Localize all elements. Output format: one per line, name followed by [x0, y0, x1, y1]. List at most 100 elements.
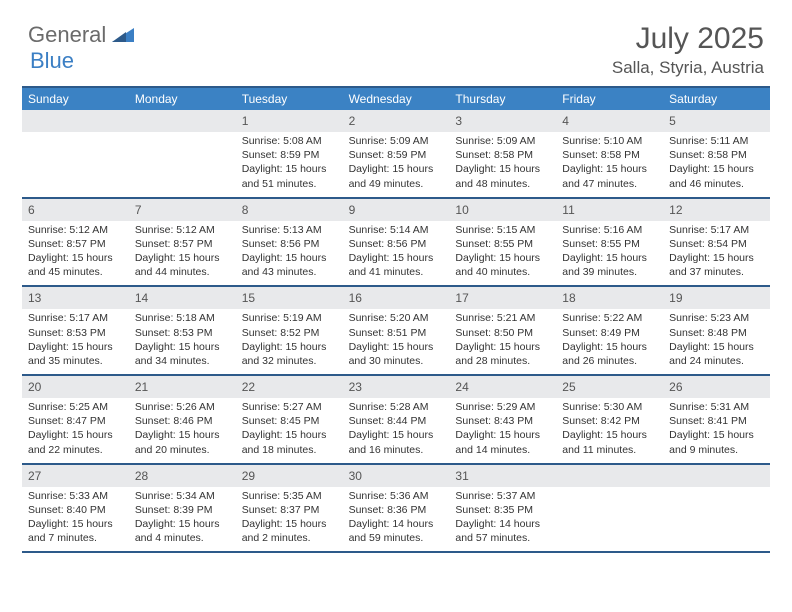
day-content: Sunrise: 5:21 AMSunset: 8:50 PMDaylight:…: [449, 309, 556, 374]
sunset-text: Sunset: 8:57 PM: [135, 237, 230, 251]
day-number-row: 21: [129, 376, 236, 398]
week-row: 6Sunrise: 5:12 AMSunset: 8:57 PMDaylight…: [22, 199, 770, 288]
weekday-header: Monday: [129, 88, 236, 110]
day-number: 22: [242, 380, 255, 394]
sunset-text: Sunset: 8:58 PM: [562, 148, 657, 162]
day-number-row: 31: [449, 465, 556, 487]
day-number-row: [22, 110, 129, 132]
sunset-text: Sunset: 8:37 PM: [242, 503, 337, 517]
sunrise-text: Sunrise: 5:12 AM: [28, 223, 123, 237]
weekday-header: Tuesday: [236, 88, 343, 110]
day-content: Sunrise: 5:30 AMSunset: 8:42 PMDaylight:…: [556, 398, 663, 463]
day-number: 1: [242, 114, 249, 128]
day-number: 26: [669, 380, 682, 394]
sunset-text: Sunset: 8:40 PM: [28, 503, 123, 517]
daylight-text: Daylight: 15 hours and 22 minutes.: [28, 428, 123, 456]
day-number-row: 20: [22, 376, 129, 398]
day-content: Sunrise: 5:11 AMSunset: 8:58 PMDaylight:…: [663, 132, 770, 197]
day-cell: 25 Sunrise: 5:30 AMSunset: 8:42 PMDayligh…: [556, 376, 663, 463]
sunrise-text: Sunrise: 5:25 AM: [28, 400, 123, 414]
weekday-header: Thursday: [449, 88, 556, 110]
sunrise-text: Sunrise: 5:19 AM: [242, 311, 337, 325]
daylight-text: Daylight: 15 hours and 14 minutes.: [455, 428, 550, 456]
daylight-text: Daylight: 15 hours and 51 minutes.: [242, 162, 337, 190]
day-number-row: 14: [129, 287, 236, 309]
week-row: 13 Sunrise: 5:17 AMSunset: 8:53 PMDayligh…: [22, 287, 770, 376]
header: General July 2025 Salla, Styria, Austria: [0, 0, 792, 86]
day-number-row: [556, 465, 663, 487]
daylight-text: Daylight: 15 hours and 45 minutes.: [28, 251, 123, 279]
daylight-text: Daylight: 15 hours and 35 minutes.: [28, 340, 123, 368]
day-content: Sunrise: 5:34 AMSunset: 8:39 PMDaylight:…: [129, 487, 236, 552]
location-subtitle: Salla, Styria, Austria: [612, 58, 764, 78]
day-content: Sunrise: 5:36 AMSunset: 8:36 PMDaylight:…: [343, 487, 450, 552]
day-cell: 13 Sunrise: 5:17 AMSunset: 8:53 PMDayligh…: [22, 287, 129, 374]
daylight-text: Daylight: 15 hours and 30 minutes.: [349, 340, 444, 368]
day-cell: 28 Sunrise: 5:34 AMSunset: 8:39 PMDayligh…: [129, 465, 236, 552]
day-number: 18: [562, 291, 575, 305]
day-number-row: 16: [343, 287, 450, 309]
day-content: Sunrise: 5:10 AMSunset: 8:58 PMDaylight:…: [556, 132, 663, 197]
day-number-row: 8: [236, 199, 343, 221]
calendar: Sunday Monday Tuesday Wednesday Thursday…: [0, 86, 792, 563]
day-number-row: 4: [556, 110, 663, 132]
day-number-row: 5: [663, 110, 770, 132]
daylight-text: Daylight: 15 hours and 49 minutes.: [349, 162, 444, 190]
sunrise-text: Sunrise: 5:35 AM: [242, 489, 337, 503]
day-number: 15: [242, 291, 255, 305]
sunrise-text: Sunrise: 5:18 AM: [135, 311, 230, 325]
daylight-text: Daylight: 15 hours and 46 minutes.: [669, 162, 764, 190]
sunset-text: Sunset: 8:36 PM: [349, 503, 444, 517]
weeks-container: 1Sunrise: 5:08 AMSunset: 8:59 PMDaylight…: [22, 110, 770, 553]
day-number: 21: [135, 380, 148, 394]
day-cell: 27Sunrise: 5:33 AMSunset: 8:40 PMDayligh…: [22, 465, 129, 552]
logo-triangle-icon: [112, 24, 134, 47]
sunrise-text: Sunrise: 5:36 AM: [349, 489, 444, 503]
sunrise-text: Sunrise: 5:14 AM: [349, 223, 444, 237]
sunset-text: Sunset: 8:44 PM: [349, 414, 444, 428]
sunrise-text: Sunrise: 5:27 AM: [242, 400, 337, 414]
day-number-row: 28: [129, 465, 236, 487]
logo-text-blue-wrap: Blue: [30, 48, 74, 74]
day-number: 11: [562, 203, 574, 217]
day-cell: 30 Sunrise: 5:36 AMSunset: 8:36 PMDayligh…: [343, 465, 450, 552]
day-content: Sunrise: 5:17 AMSunset: 8:53 PMDaylight:…: [22, 309, 129, 374]
day-number-row: 22: [236, 376, 343, 398]
day-content: Sunrise: 5:15 AMSunset: 8:55 PMDaylight:…: [449, 221, 556, 286]
day-content: Sunrise: 5:12 AMSunset: 8:57 PMDaylight:…: [129, 221, 236, 286]
daylight-text: Daylight: 15 hours and 44 minutes.: [135, 251, 230, 279]
day-number-row: 3: [449, 110, 556, 132]
day-number: 8: [242, 203, 249, 217]
daylight-text: Daylight: 15 hours and 48 minutes.: [455, 162, 550, 190]
day-number: 30: [349, 469, 362, 483]
day-number: 16: [349, 291, 362, 305]
day-number-row: 26: [663, 376, 770, 398]
day-number: 27: [28, 469, 41, 483]
day-cell: 24Sunrise: 5:29 AMSunset: 8:43 PMDayligh…: [449, 376, 556, 463]
daylight-text: Daylight: 14 hours and 59 minutes.: [349, 517, 444, 545]
day-cell: 2Sunrise: 5:09 AMSunset: 8:59 PMDaylight…: [343, 110, 450, 197]
day-number: 20: [28, 380, 41, 394]
sunrise-text: Sunrise: 5:16 AM: [562, 223, 657, 237]
sunset-text: Sunset: 8:49 PM: [562, 326, 657, 340]
day-cell: [129, 110, 236, 197]
daylight-text: Daylight: 15 hours and 4 minutes.: [135, 517, 230, 545]
sunset-text: Sunset: 8:39 PM: [135, 503, 230, 517]
day-cell: 20Sunrise: 5:25 AMSunset: 8:47 PMDayligh…: [22, 376, 129, 463]
day-content: Sunrise: 5:20 AMSunset: 8:51 PMDaylight:…: [343, 309, 450, 374]
sunrise-text: Sunrise: 5:13 AM: [242, 223, 337, 237]
day-number: [135, 114, 138, 128]
day-number: 28: [135, 469, 148, 483]
day-number: 13: [28, 291, 41, 305]
sunset-text: Sunset: 8:53 PM: [135, 326, 230, 340]
day-content: Sunrise: 5:26 AMSunset: 8:46 PMDaylight:…: [129, 398, 236, 463]
daylight-text: Daylight: 15 hours and 7 minutes.: [28, 517, 123, 545]
day-number: 4: [562, 114, 569, 128]
day-number-row: 27: [22, 465, 129, 487]
day-content: Sunrise: 5:27 AMSunset: 8:45 PMDaylight:…: [236, 398, 343, 463]
day-number: 25: [562, 380, 575, 394]
sunset-text: Sunset: 8:59 PM: [349, 148, 444, 162]
day-cell: 22 Sunrise: 5:27 AMSunset: 8:45 PMDayligh…: [236, 376, 343, 463]
sunrise-text: Sunrise: 5:17 AM: [669, 223, 764, 237]
weekday-header: Friday: [556, 88, 663, 110]
